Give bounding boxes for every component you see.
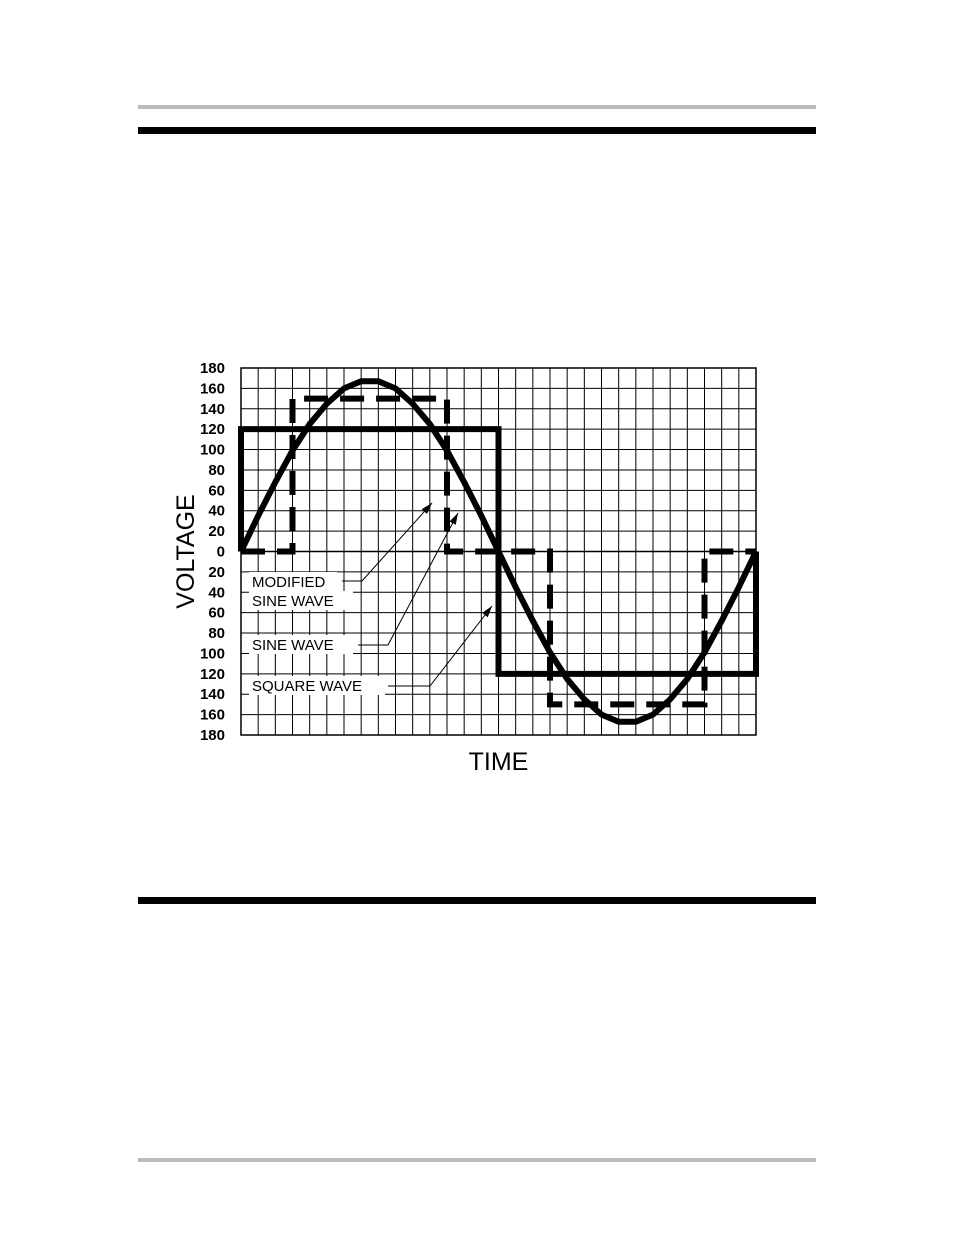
y-tick-label: 20	[208, 564, 225, 581]
y-tick-label: 40	[208, 584, 225, 601]
leader-line	[388, 605, 493, 687]
y-tick-label: 60	[208, 482, 225, 499]
header-bar	[138, 127, 816, 134]
label-bg	[249, 635, 353, 654]
annotation: SINE WAVE	[252, 593, 334, 610]
y-tick-label: 100	[200, 442, 225, 459]
annotation: MODIFIED	[252, 574, 325, 591]
x-axis-label: TIME	[469, 748, 529, 776]
y-tick-label: 120	[200, 421, 225, 438]
y-tick-label: 40	[208, 503, 225, 520]
series-line	[241, 395, 756, 708]
y-tick-label: 120	[200, 666, 225, 683]
arrowhead	[421, 503, 432, 514]
y-tick-label: 80	[208, 625, 225, 642]
y-tick-label: 160	[200, 380, 225, 397]
y-tick-label: 140	[200, 686, 225, 703]
y-tick-label: 60	[208, 605, 225, 622]
leader-line	[358, 512, 459, 646]
label-bg	[249, 572, 337, 591]
annotation: SQUARE WAVE	[252, 678, 362, 695]
y-tick-label: 20	[208, 523, 225, 540]
label-bg	[249, 676, 385, 695]
arrowhead	[482, 606, 492, 618]
y-tick-label: 180	[200, 727, 225, 744]
y-tick-label: 80	[208, 462, 225, 479]
y-tick-label: 0	[217, 544, 225, 561]
y-axis-label: VOLTAGE	[172, 494, 200, 608]
footer-rule	[138, 1158, 816, 1162]
label-bg	[249, 591, 353, 610]
y-tick-label: 140	[200, 401, 225, 418]
chart: 180 160 140 120 100 80 60 40 20 0 20 40 60 80 100 120 14…	[172, 360, 759, 776]
y-tick-label: 100	[200, 645, 225, 662]
header-rule	[138, 105, 816, 109]
y-tick-label: 160	[200, 707, 225, 724]
footer-bar	[138, 897, 816, 904]
y-tick-label: 180	[200, 360, 225, 377]
leader-line	[342, 502, 433, 582]
arrowhead	[449, 513, 458, 525]
annotation: SINE WAVE	[252, 637, 334, 654]
